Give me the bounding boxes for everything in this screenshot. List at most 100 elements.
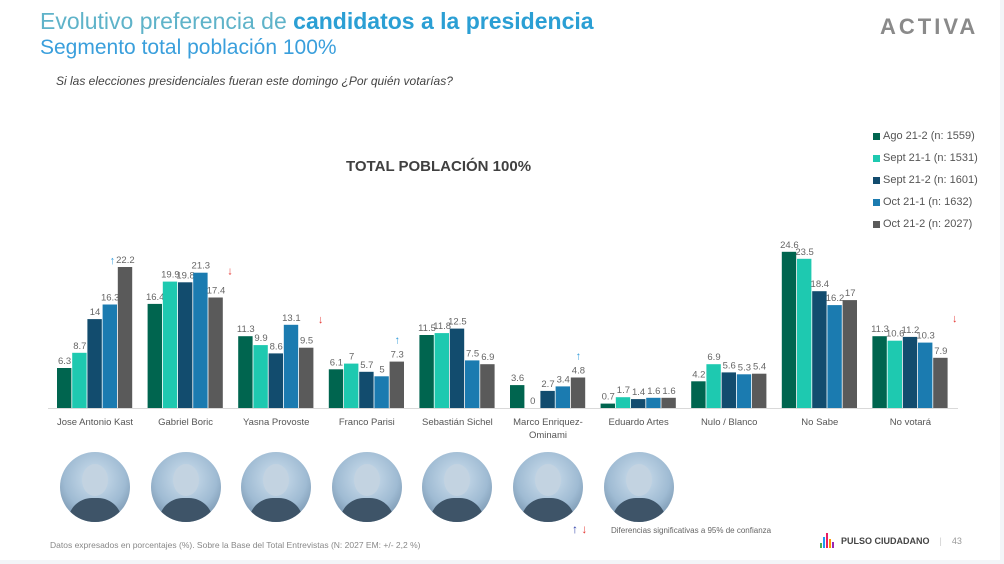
data-label: 16.3 bbox=[101, 293, 120, 304]
significant-decrease-arrow-icon: ↓ bbox=[227, 266, 233, 278]
bar bbox=[268, 353, 283, 408]
survey-question: Si las elecciones presidenciales fueran … bbox=[56, 74, 453, 88]
legend-swatch bbox=[873, 198, 880, 206]
bar bbox=[555, 386, 570, 408]
bar bbox=[178, 282, 193, 408]
bar bbox=[615, 397, 631, 408]
bar bbox=[102, 304, 117, 408]
data-label: 6.1 bbox=[330, 357, 343, 368]
category-label: Marco Enriquez- bbox=[513, 417, 583, 428]
significance-legend-arrows: ↑ ↓ bbox=[572, 522, 587, 536]
legend-swatch bbox=[873, 132, 880, 140]
significant-decrease-arrow-icon: ↓ bbox=[952, 313, 958, 325]
bar bbox=[646, 397, 661, 408]
legend-item: Sept 21-1 (n: 1531) bbox=[873, 147, 978, 169]
bar bbox=[419, 335, 434, 408]
bar bbox=[389, 361, 404, 408]
photo-face bbox=[173, 464, 199, 496]
data-label: 7.3 bbox=[391, 350, 404, 361]
data-label: 19.9 bbox=[161, 270, 180, 281]
bar bbox=[540, 390, 555, 408]
bar bbox=[691, 381, 706, 408]
bar bbox=[87, 319, 102, 408]
bar bbox=[328, 369, 344, 408]
bar bbox=[797, 258, 812, 408]
legend-item: Oct 21-1 (n: 1632) bbox=[873, 191, 978, 213]
data-label: 6.9 bbox=[707, 352, 720, 363]
photo-body bbox=[521, 498, 575, 522]
pulso-ciudadano-logo-icon bbox=[820, 533, 835, 548]
chart-legend: Ago 21-2 (n: 1559) Sept 21-1 (n: 1531) Sep… bbox=[873, 125, 978, 235]
bar bbox=[238, 336, 253, 408]
category-label: No votará bbox=[890, 417, 932, 428]
photo-face bbox=[354, 464, 380, 496]
bar bbox=[465, 360, 480, 408]
data-label: 16.2 bbox=[826, 293, 845, 304]
data-label: 2.7 bbox=[541, 379, 554, 390]
data-label: 1.4 bbox=[632, 387, 645, 398]
bar bbox=[887, 340, 902, 408]
data-label: 13.1 bbox=[282, 313, 301, 324]
page-number: 43 bbox=[951, 535, 962, 546]
significant-increase-arrow-icon: ↑ bbox=[394, 335, 400, 347]
chart-title: TOTAL POBLACIÓN 100% bbox=[346, 158, 532, 175]
data-label: 4.8 bbox=[572, 366, 585, 377]
legend-swatch bbox=[873, 176, 880, 184]
data-label: 17.4 bbox=[207, 286, 226, 297]
slide-subtitle: Segmento total población 100% bbox=[40, 36, 337, 59]
data-label: 9.9 bbox=[254, 333, 267, 344]
bar bbox=[631, 399, 646, 408]
data-label: 6.9 bbox=[481, 352, 494, 363]
down-arrow-icon: ↓ bbox=[581, 522, 588, 536]
photo-body bbox=[430, 498, 484, 522]
significant-decrease-arrow-icon: ↓ bbox=[318, 314, 324, 326]
data-label: 16.4 bbox=[146, 292, 165, 303]
bar bbox=[434, 333, 449, 408]
bar bbox=[827, 305, 842, 408]
photo-body bbox=[340, 498, 394, 522]
category-label: No Sabe bbox=[801, 417, 838, 428]
bar bbox=[359, 371, 374, 408]
bar bbox=[344, 363, 359, 408]
bar bbox=[736, 374, 752, 408]
photo-face bbox=[626, 464, 652, 496]
legend-label: Sept 21-1 (n: 1531) bbox=[883, 152, 978, 164]
data-label: 7 bbox=[349, 352, 354, 363]
photo-face bbox=[263, 464, 289, 496]
bar bbox=[193, 272, 208, 408]
category-label: Gabriel Boric bbox=[158, 417, 213, 428]
bar bbox=[600, 403, 615, 408]
data-label: 5.4 bbox=[753, 362, 766, 373]
page-separator: | bbox=[939, 535, 942, 546]
data-label: 0 bbox=[530, 396, 535, 407]
brand-name: PULSO CIUDADANO bbox=[841, 535, 930, 546]
bar bbox=[72, 352, 87, 408]
data-label: 9.5 bbox=[300, 336, 313, 347]
title-part-2: candidatos a la presidencia bbox=[293, 8, 594, 34]
data-label: 21.3 bbox=[192, 261, 211, 272]
bar bbox=[57, 368, 72, 408]
data-label: 1.6 bbox=[647, 386, 660, 397]
data-label: 11.3 bbox=[237, 324, 255, 335]
data-label: 5 bbox=[379, 364, 384, 375]
activa-logo: ACTIVA bbox=[880, 14, 979, 39]
bar bbox=[706, 364, 721, 408]
significant-increase-arrow-icon: ↑ bbox=[576, 351, 582, 363]
footnote: Datos expresados en porcentajes (%). Sob… bbox=[50, 540, 421, 550]
category-label: Eduardo Artes bbox=[608, 417, 668, 428]
yasna-provoste-photo bbox=[241, 452, 311, 522]
bar bbox=[117, 267, 133, 408]
jose-antonio-kast-photo bbox=[60, 452, 130, 522]
category-label: Sebastián Sichel bbox=[422, 417, 493, 428]
data-label: 11.2 bbox=[902, 325, 920, 336]
bar bbox=[781, 251, 797, 408]
data-label: 3.4 bbox=[557, 374, 570, 385]
up-arrow-icon: ↑ bbox=[572, 522, 578, 536]
significant-increase-arrow-icon: ↑ bbox=[110, 255, 116, 267]
sebastian-sichel-photo bbox=[422, 452, 492, 522]
data-label: 12.5 bbox=[448, 317, 467, 328]
legend-label: Ago 21-2 (n: 1559) bbox=[883, 130, 975, 142]
data-label: 0.7 bbox=[602, 392, 615, 403]
data-label: 1.7 bbox=[617, 385, 630, 396]
